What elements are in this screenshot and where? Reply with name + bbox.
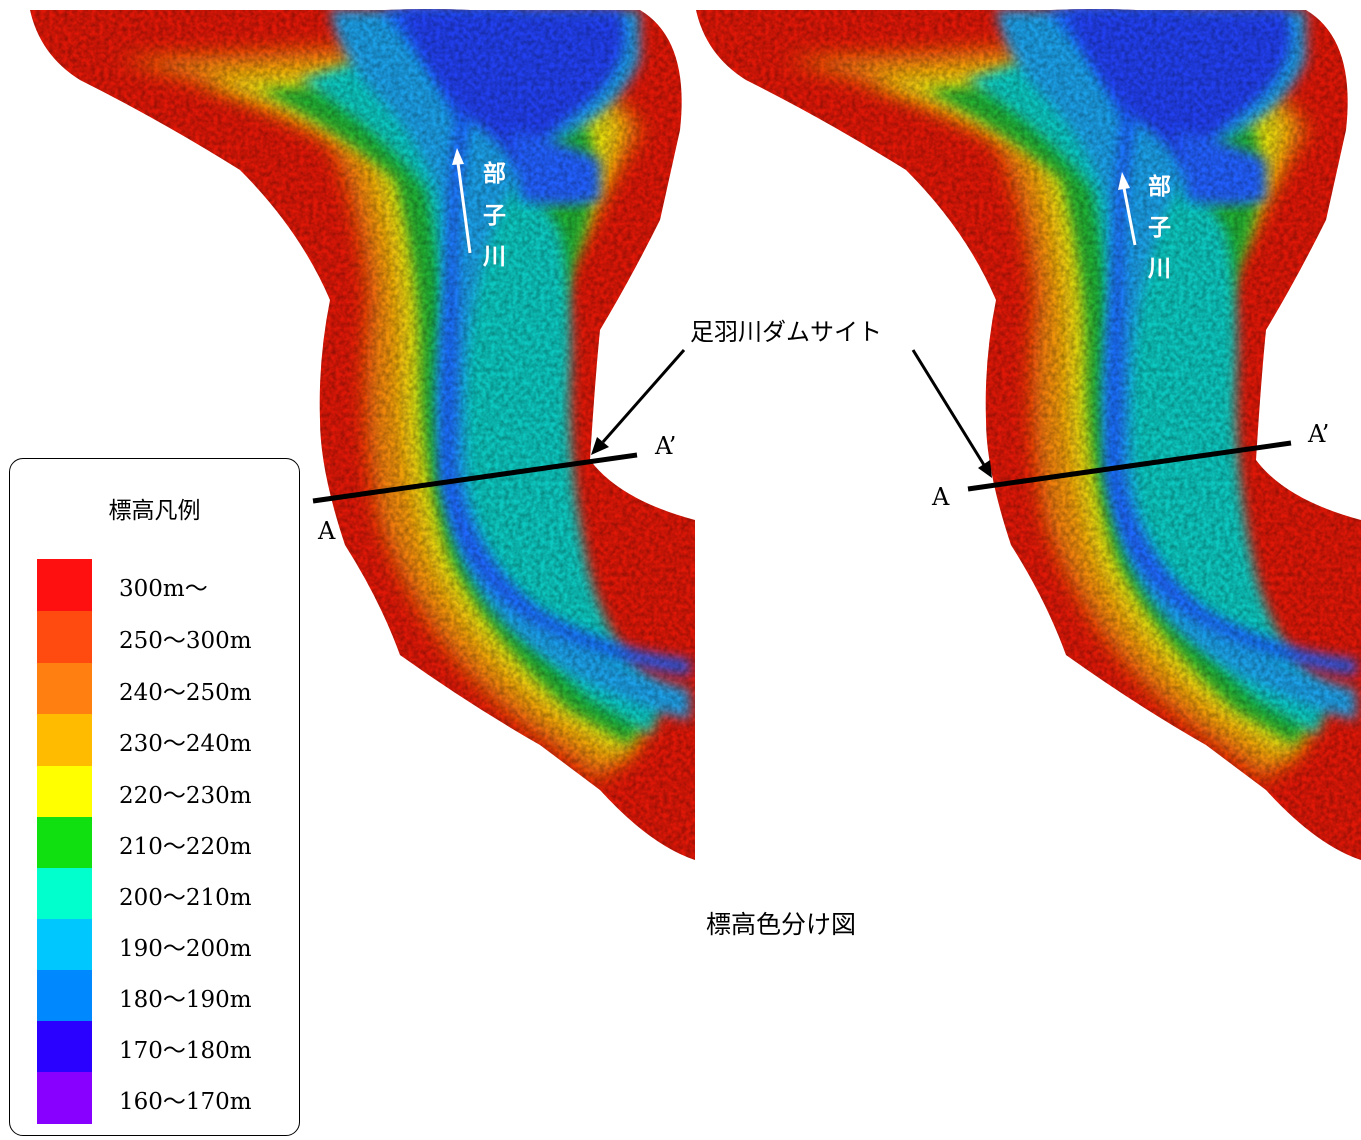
legend-label: 200～210m: [119, 885, 252, 911]
river-char: 子: [483, 203, 506, 229]
river-char: 子: [1148, 215, 1171, 241]
section-end-label-left: A’: [655, 432, 677, 460]
legend-swatch: [37, 868, 92, 920]
legend-item: 230～240m: [37, 714, 287, 766]
legend-item: 190～200m: [37, 919, 287, 971]
legend-swatch: [37, 1021, 92, 1073]
legend-item: 240～250m: [37, 663, 287, 715]
legend-label: 230～240m: [119, 731, 252, 757]
section-line-right: [967, 440, 1292, 492]
river-char: 部: [483, 161, 506, 187]
legend-swatch: [37, 970, 92, 1022]
legend-swatch: [37, 817, 92, 869]
section-end-label-right: A’: [1308, 420, 1330, 448]
section-start-label-left: A: [318, 517, 336, 545]
legend-item: 160～170m: [37, 1072, 287, 1124]
figure-caption: 標高色分け図: [706, 910, 857, 939]
legend-label: 160～170m: [119, 1089, 252, 1115]
legend-item: 210～220m: [37, 817, 287, 869]
legend-swatch: [37, 559, 92, 611]
legend-item: 300m～: [37, 559, 287, 611]
dam-site-label: 足羽川ダムサイト: [690, 318, 882, 346]
legend-item: 200～210m: [37, 868, 287, 920]
legend-label: 210～220m: [119, 834, 252, 860]
legend-item: 250～300m: [37, 611, 287, 663]
section-line-left: [312, 452, 638, 504]
legend-swatch: [37, 1072, 92, 1124]
legend-label: 250～300m: [119, 628, 252, 654]
river-char: 川: [483, 244, 506, 270]
legend-swatch: [37, 611, 92, 663]
terrain-map-right: [666, 0, 1361, 880]
legend-label: 220～230m: [119, 783, 252, 809]
river-arrow-left: [452, 148, 472, 254]
legend-label: 170～180m: [119, 1038, 252, 1064]
river-char: 川: [1148, 256, 1171, 282]
legend-label: 190～200m: [119, 936, 252, 962]
legend-title: 標高凡例: [108, 498, 201, 524]
legend-swatch: [37, 714, 92, 766]
elevation-legend: 標高凡例 300m～ 250～300m 240～250m 230～240m 220～23…: [9, 458, 300, 1136]
section-start-label-right: A: [932, 483, 950, 511]
river-char: 部: [1148, 174, 1171, 200]
legend-item: 220～230m: [37, 766, 287, 818]
dam-callout-arrow-left: [591, 349, 686, 455]
legend-swatch: [37, 663, 92, 715]
legend-label: 240～250m: [119, 680, 252, 706]
dam-callout-arrow-right: [911, 349, 992, 478]
legend-swatch: [37, 766, 92, 818]
legend-label: 180～190m: [119, 987, 252, 1013]
legend-label: 300m～: [119, 576, 208, 602]
legend-swatch: [37, 919, 92, 971]
river-arrow-right: [1118, 172, 1137, 246]
legend-item: 180～190m: [37, 970, 287, 1022]
legend-item: 170～180m: [37, 1021, 287, 1073]
